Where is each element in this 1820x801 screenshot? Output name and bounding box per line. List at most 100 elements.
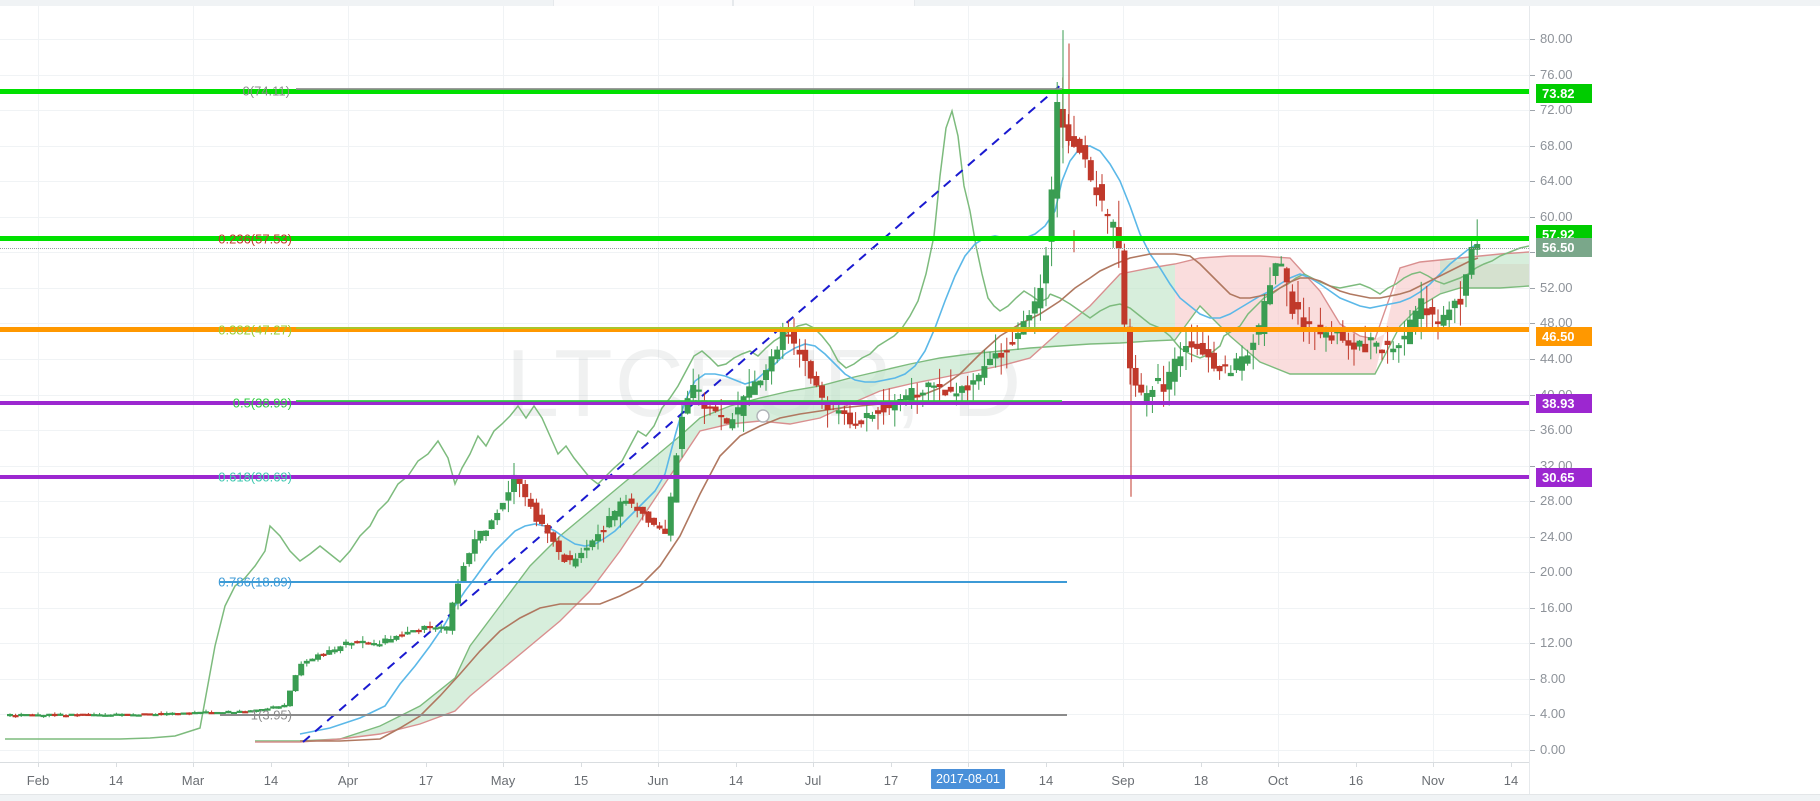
candle-body <box>651 517 657 525</box>
candle-body <box>449 602 456 631</box>
price-badge-fib-level[interactable]: 30.65 <box>1536 467 1592 487</box>
tick-dash <box>1530 536 1535 538</box>
fib-level-label-1: 1(3.95) <box>250 707 292 723</box>
candle-body <box>438 626 445 629</box>
candle-body <box>203 711 209 714</box>
candle-body <box>1440 314 1447 326</box>
candle-body <box>1423 308 1430 316</box>
candle-body <box>567 555 573 561</box>
tick-dash <box>1530 501 1535 503</box>
tick-dash <box>1530 465 1535 467</box>
candle-body <box>970 380 977 385</box>
candle-body <box>1199 342 1206 355</box>
candle-body <box>337 646 344 652</box>
fib-level-line-0-5[interactable] <box>0 401 1529 406</box>
candle-body <box>516 479 523 484</box>
time-tick-mark <box>1278 763 1279 767</box>
candle-body <box>690 385 697 399</box>
price-tick-label: 60.00 <box>1530 209 1573 224</box>
candle-body <box>315 654 321 660</box>
price-tick-label: 64.00 <box>1530 174 1573 188</box>
candle-body <box>236 710 243 713</box>
gridline-vertical <box>348 6 349 762</box>
gridline-vertical <box>193 6 194 762</box>
candle-body <box>455 583 461 604</box>
fib-level-label-0: 0(74.11) <box>242 83 290 99</box>
candle-body <box>1054 102 1061 199</box>
tick-dash <box>1530 572 1535 574</box>
candle-body <box>1446 309 1453 321</box>
gridline-vertical <box>968 6 969 762</box>
candle-body <box>1239 356 1245 371</box>
price-tick-label: 24.00 <box>1530 529 1573 544</box>
candle-body <box>1306 321 1313 325</box>
price-badge-last-price[interactable]: 56.50 <box>1536 237 1592 257</box>
candle-body <box>163 713 170 716</box>
price-axis[interactable]: 0.00 4.00 8.00 12.00 16.00 20.00 24.00 28.00 32.… <box>1529 6 1820 762</box>
candle-body <box>242 711 249 714</box>
candle-body <box>998 352 1005 358</box>
price-tick-label: 8.00 <box>1530 671 1565 686</box>
fib-level-line-0-786[interactable] <box>220 581 1067 584</box>
gridline-horizontal <box>0 750 1529 751</box>
candle-body <box>572 558 579 567</box>
tick-dash <box>1530 252 1535 254</box>
candlestick-series <box>7 30 1481 718</box>
price-badge-fib-level[interactable]: 73.82 <box>1536 83 1592 103</box>
candle-body <box>1171 358 1178 382</box>
candle-body <box>863 412 870 419</box>
candle-body <box>1110 221 1117 228</box>
tick-dash <box>1530 287 1535 289</box>
top-toolbar-tab-secondary[interactable] <box>733 0 915 6</box>
candle-body <box>746 386 753 398</box>
candle-body <box>1373 342 1380 347</box>
candle-body <box>107 714 114 717</box>
candle-body <box>113 713 120 716</box>
candle-body <box>555 540 562 553</box>
gridline-horizontal <box>0 537 1529 538</box>
fib-level-line-0-618[interactable] <box>0 475 1529 480</box>
candle-body <box>1463 274 1469 296</box>
candle-body <box>802 349 809 361</box>
price-tick-label: 28.00 <box>1530 494 1573 508</box>
candle-body <box>1183 345 1189 353</box>
time-tick-label: 16 <box>1348 773 1364 788</box>
candle-body <box>1457 298 1464 305</box>
candle-body <box>292 675 299 692</box>
candle-body <box>695 389 702 392</box>
gridline-horizontal <box>0 501 1529 502</box>
candle-body <box>1104 213 1111 217</box>
candle-body <box>382 638 389 644</box>
tenkan-sen <box>299 145 1479 735</box>
candle-body <box>1323 332 1329 338</box>
candle-body <box>1379 349 1385 354</box>
fib-level-line-0-382[interactable] <box>0 327 1529 333</box>
fib-level-line-0-236[interactable] <box>0 236 1529 242</box>
candle-body <box>1166 371 1173 390</box>
candle-body <box>1076 138 1083 153</box>
price-badge-fib-level[interactable]: 38.93 <box>1536 394 1592 413</box>
senkou-span-b <box>255 251 1529 743</box>
candle-body <box>1244 355 1251 364</box>
candle-body <box>63 715 69 718</box>
price-tick-label: 80.00 <box>1530 32 1573 46</box>
chart-plot-area[interactable]: LTCEUR, D <box>0 6 1529 762</box>
time-tick-mark <box>1511 763 1512 767</box>
top-toolbar-tab[interactable] <box>553 0 733 6</box>
candle-body <box>427 625 433 629</box>
candle-body <box>1289 291 1296 314</box>
price-badge-fib-level[interactable]: 46.50 <box>1536 326 1592 346</box>
tick-dash <box>1530 607 1535 609</box>
candle-body <box>578 552 585 559</box>
candle-body <box>1418 298 1425 319</box>
fib-level-line-0[interactable] <box>0 88 1529 94</box>
candle-body <box>399 634 405 637</box>
fib-level-line-1[interactable] <box>220 713 1067 716</box>
fib-level-stub-0-382 <box>296 326 1062 329</box>
price-tick-label: 68.00 <box>1530 138 1573 153</box>
candle-body <box>1295 302 1301 310</box>
time-tick-label-selected[interactable]: 2017-08-01 <box>931 769 1005 789</box>
candle-body <box>1351 342 1357 350</box>
candle-body <box>1211 352 1217 369</box>
